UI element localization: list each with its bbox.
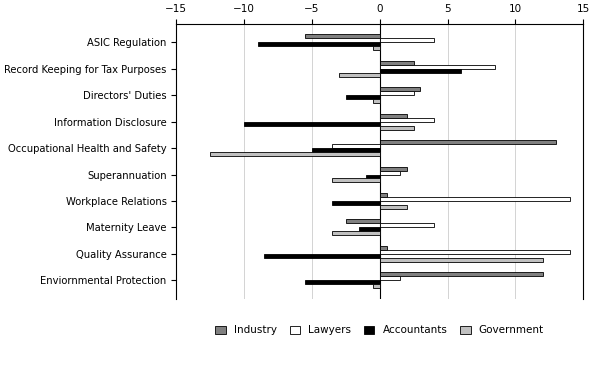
Bar [305,34,380,38]
Bar [380,197,570,201]
Bar [380,170,400,175]
Bar [380,114,407,118]
Bar [380,140,556,144]
Bar [380,87,421,91]
Bar [332,179,380,182]
Bar [380,125,413,130]
Bar [305,280,380,284]
Bar [373,284,380,288]
Bar [332,201,380,205]
Bar [339,73,380,77]
Bar [332,231,380,235]
Bar [380,193,387,197]
Legend: Industry, Lawyers, Accountants, Government: Industry, Lawyers, Accountants, Governme… [213,323,546,338]
Bar [380,65,495,69]
Bar [380,272,542,276]
Bar [380,276,400,280]
Bar [244,122,380,125]
Bar [332,144,380,148]
Bar [380,223,434,227]
Bar [264,254,380,258]
Bar [380,167,407,170]
Bar [373,46,380,50]
Bar [366,175,380,179]
Bar [380,61,413,65]
Bar [312,148,380,152]
Bar [380,118,434,122]
Bar [210,152,380,156]
Bar [380,258,542,262]
Bar [346,220,380,223]
Bar [359,227,380,231]
Bar [380,69,461,73]
Bar [380,205,407,209]
Bar [380,38,434,42]
Bar [380,250,570,254]
Bar [373,99,380,103]
Bar [346,95,380,99]
Bar [380,246,387,250]
Bar [258,42,380,46]
Bar [380,91,413,95]
